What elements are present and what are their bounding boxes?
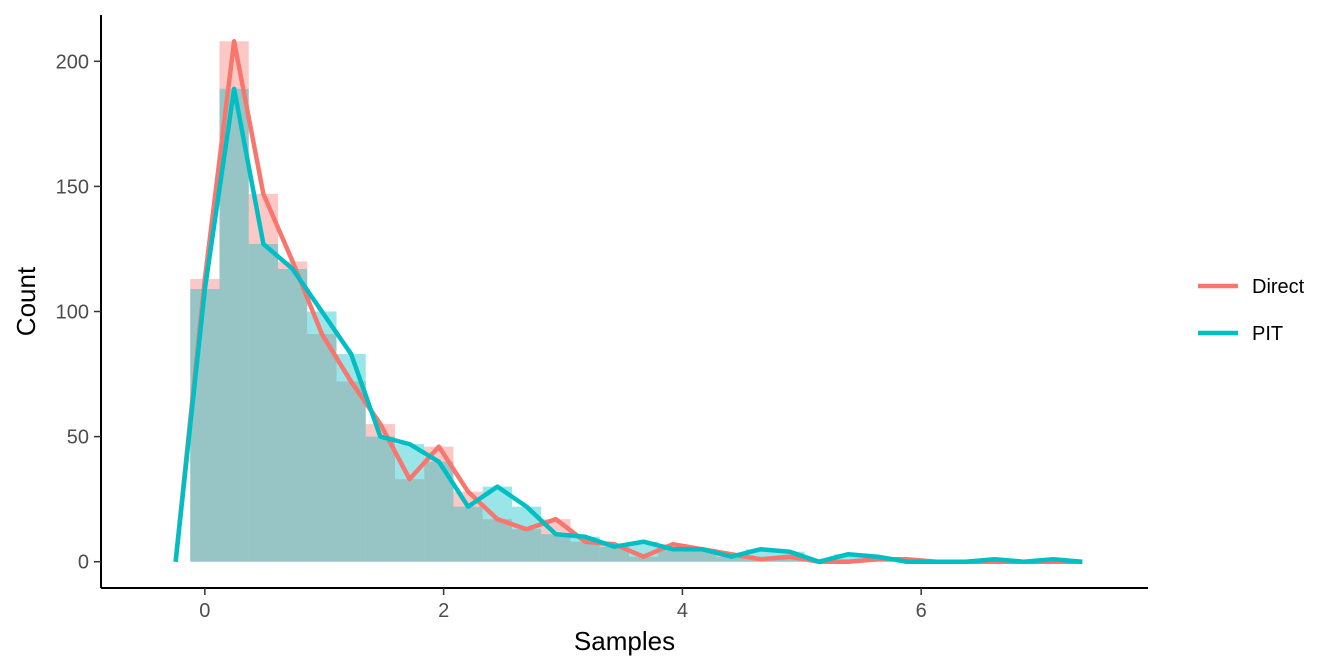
legend-label: Direct bbox=[1252, 276, 1305, 298]
bars-pit bbox=[190, 88, 1068, 562]
bar bbox=[570, 541, 600, 562]
bar bbox=[190, 288, 220, 562]
frequency-polygons bbox=[173, 39, 1083, 564]
bar bbox=[394, 479, 425, 562]
bar bbox=[248, 243, 278, 562]
x-axis-ticks: 0 2 4 6 bbox=[199, 588, 927, 622]
x-tick-label: 4 bbox=[677, 600, 688, 622]
bar bbox=[277, 268, 308, 562]
histogram-bars bbox=[190, 41, 1068, 562]
y-axis-title: Count bbox=[11, 266, 41, 336]
bar bbox=[775, 556, 805, 562]
bar bbox=[307, 334, 337, 562]
bar bbox=[365, 436, 395, 562]
bars-direct bbox=[190, 41, 922, 562]
y-tick-label: 0 bbox=[78, 552, 89, 574]
y-axis-ticks: 0 50 100 150 200 bbox=[56, 51, 101, 574]
x-tick-label: 0 bbox=[199, 600, 210, 622]
legend-label: PIT bbox=[1252, 323, 1283, 345]
x-tick-label: 6 bbox=[916, 600, 927, 622]
bar bbox=[541, 534, 571, 562]
bar bbox=[716, 556, 746, 562]
bar bbox=[424, 446, 454, 562]
x-axis-title: Samples bbox=[574, 626, 675, 656]
y-tick-label: 50 bbox=[67, 427, 89, 449]
line-pit bbox=[173, 86, 1083, 564]
bar bbox=[511, 529, 542, 562]
bar bbox=[628, 541, 659, 562]
y-tick-label: 150 bbox=[56, 176, 89, 198]
bar bbox=[277, 261, 308, 562]
bar bbox=[482, 519, 512, 562]
legend-item-direct: Direct bbox=[1198, 276, 1305, 298]
x-tick-label: 2 bbox=[438, 600, 449, 622]
y-tick-label: 200 bbox=[56, 51, 89, 73]
bar bbox=[336, 354, 366, 562]
bar bbox=[336, 381, 366, 562]
legend: Direct PIT bbox=[1198, 276, 1305, 345]
bar bbox=[453, 506, 483, 562]
bar bbox=[190, 278, 220, 562]
bar bbox=[658, 549, 688, 562]
legend-item-pit: PIT bbox=[1198, 323, 1283, 345]
bar bbox=[833, 554, 863, 562]
bar bbox=[599, 546, 629, 562]
y-tick-label: 100 bbox=[56, 302, 89, 324]
bar bbox=[628, 556, 659, 562]
